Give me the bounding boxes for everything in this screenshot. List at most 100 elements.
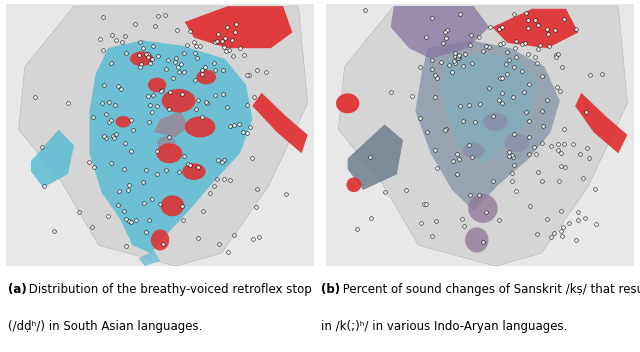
Point xyxy=(455,11,465,17)
Point xyxy=(152,171,162,177)
Point xyxy=(103,214,113,219)
Point xyxy=(131,218,141,223)
Point xyxy=(571,237,581,243)
Point xyxy=(126,148,136,154)
Point xyxy=(521,10,531,15)
Point xyxy=(147,109,157,115)
Point xyxy=(143,94,154,99)
Point xyxy=(260,69,271,74)
Point xyxy=(174,69,184,75)
Point xyxy=(508,153,518,158)
Ellipse shape xyxy=(156,143,182,163)
Point xyxy=(220,35,230,41)
Point xyxy=(488,178,499,184)
Point xyxy=(168,75,178,81)
Point xyxy=(145,60,155,65)
Point xyxy=(143,51,154,57)
Point xyxy=(537,179,547,184)
Point xyxy=(84,159,95,165)
Point xyxy=(401,187,412,193)
Point xyxy=(416,220,426,226)
Point xyxy=(211,38,221,44)
Point xyxy=(560,165,570,170)
Point xyxy=(228,232,239,238)
Point xyxy=(511,54,522,60)
Point xyxy=(352,226,362,232)
Point xyxy=(484,44,494,50)
Point xyxy=(444,62,454,68)
Point xyxy=(556,208,566,213)
Point xyxy=(420,34,431,40)
Point xyxy=(191,55,202,61)
Point xyxy=(190,51,200,56)
Point xyxy=(360,7,371,12)
Point xyxy=(507,178,517,184)
Point xyxy=(465,42,475,48)
Point xyxy=(123,187,133,193)
Point xyxy=(365,154,375,159)
Ellipse shape xyxy=(130,51,154,66)
Point xyxy=(523,51,533,56)
Point xyxy=(511,39,521,44)
Point xyxy=(179,50,189,56)
Point xyxy=(147,57,157,62)
Text: (b): (b) xyxy=(321,283,340,296)
Point xyxy=(196,68,207,73)
Point xyxy=(551,52,561,58)
Point xyxy=(467,155,477,160)
Point xyxy=(524,82,534,87)
Point xyxy=(517,41,527,47)
Point xyxy=(195,43,205,49)
Point xyxy=(442,35,452,41)
Point xyxy=(242,102,252,108)
Ellipse shape xyxy=(185,117,216,138)
Point xyxy=(197,208,207,214)
Point xyxy=(453,55,463,60)
Point xyxy=(172,27,182,33)
Point xyxy=(510,45,520,51)
Point xyxy=(481,209,492,215)
Point xyxy=(101,135,111,140)
Point xyxy=(455,103,465,108)
Point xyxy=(197,71,207,77)
Point xyxy=(210,93,220,98)
Point xyxy=(165,89,175,95)
Point xyxy=(251,204,261,209)
Point xyxy=(134,52,145,58)
Point xyxy=(205,190,215,196)
Polygon shape xyxy=(154,111,188,138)
Point xyxy=(559,16,570,22)
Point xyxy=(386,89,396,95)
Point xyxy=(457,216,467,222)
Point xyxy=(597,71,607,76)
Point xyxy=(221,25,232,30)
Polygon shape xyxy=(19,6,308,266)
Point xyxy=(182,161,193,166)
Point xyxy=(459,223,469,228)
Point xyxy=(152,103,162,109)
Point xyxy=(470,119,481,125)
Point xyxy=(557,233,567,239)
Point xyxy=(134,39,145,45)
Point xyxy=(141,167,151,172)
Point xyxy=(136,61,146,67)
Point xyxy=(238,130,248,135)
Point xyxy=(559,142,570,147)
Point xyxy=(152,148,163,154)
Polygon shape xyxy=(90,40,252,253)
Point xyxy=(502,50,513,55)
Point xyxy=(537,73,547,79)
Point xyxy=(113,202,123,208)
Point xyxy=(218,67,228,73)
Point xyxy=(508,155,518,160)
Point xyxy=(120,140,130,146)
Point xyxy=(164,106,174,111)
Text: (a): (a) xyxy=(8,283,26,296)
Point xyxy=(106,160,116,166)
Point xyxy=(225,123,236,129)
Point xyxy=(116,87,127,92)
Point xyxy=(421,201,431,207)
Point xyxy=(507,170,517,175)
Ellipse shape xyxy=(465,227,488,252)
Point xyxy=(488,113,498,119)
